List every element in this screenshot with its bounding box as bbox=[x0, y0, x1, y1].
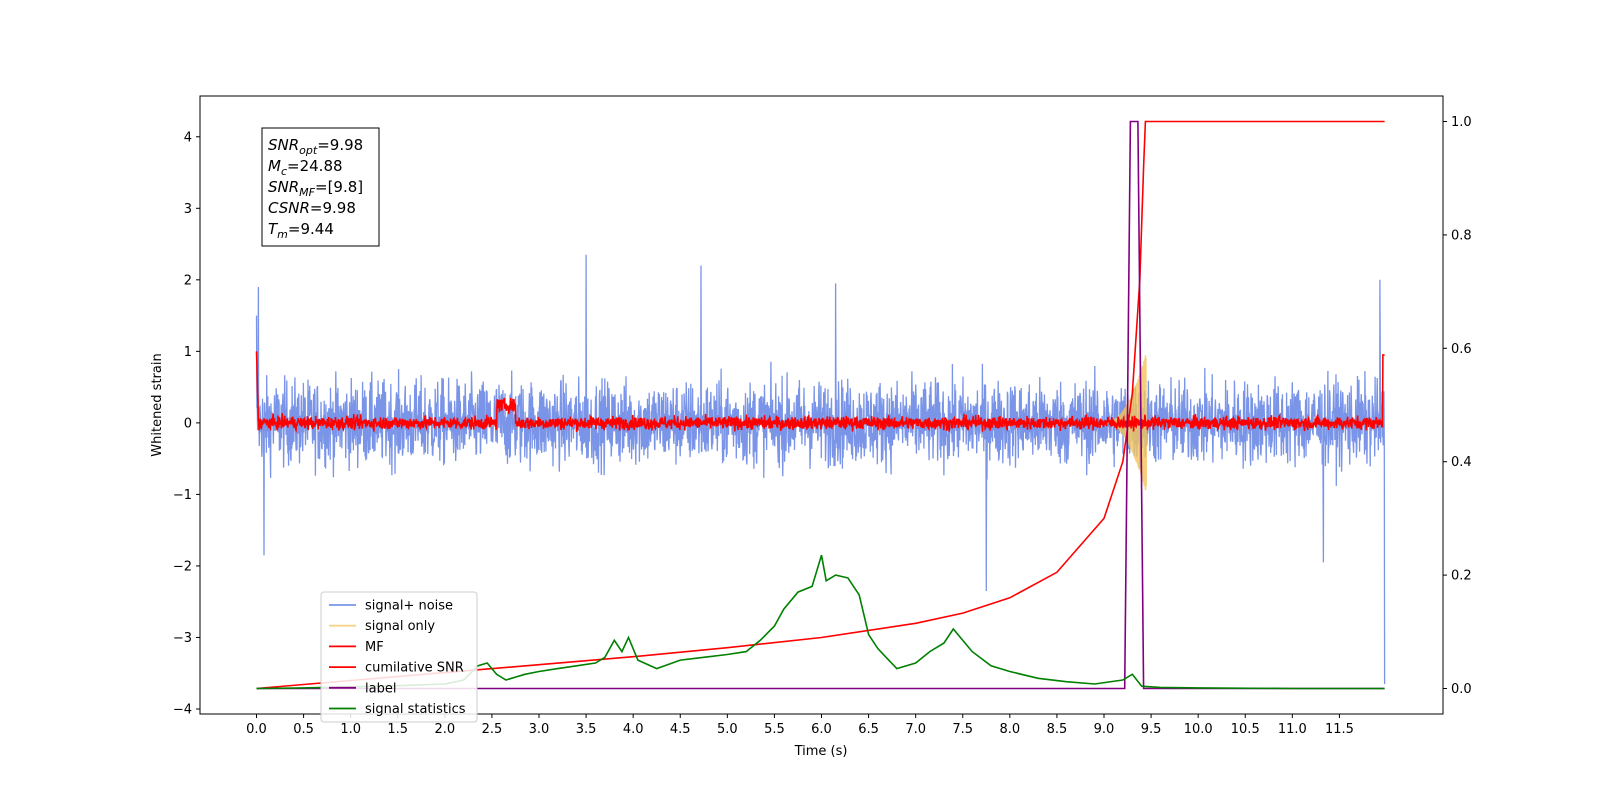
x-tick-label: 10.5 bbox=[1231, 722, 1260, 737]
x-tick-label: 4.5 bbox=[670, 722, 691, 737]
y-tick-label: −3 bbox=[173, 631, 192, 646]
info-line: CSNR=9.98 bbox=[268, 199, 356, 217]
y-tick-label: 4 bbox=[184, 130, 192, 145]
info-line: Mc=24.88 bbox=[268, 157, 343, 178]
y2-tick-label: 0.0 bbox=[1451, 682, 1472, 697]
x-tick-label: 11.5 bbox=[1325, 722, 1354, 737]
y2-tick-label: 0.4 bbox=[1451, 455, 1472, 470]
x-tick-label: 6.5 bbox=[858, 722, 879, 737]
x-tick-label: 1.5 bbox=[387, 722, 408, 737]
info-box-frame bbox=[261, 127, 380, 247]
x-tick-label: 7.0 bbox=[905, 722, 926, 737]
info-line: Tm=9.44 bbox=[268, 220, 334, 241]
x-tick-label: 0.5 bbox=[293, 722, 314, 737]
x-tick-label: 5.0 bbox=[717, 722, 738, 737]
x-tick-label: 2.0 bbox=[434, 722, 455, 737]
x-tick-label: 6.0 bbox=[811, 722, 832, 737]
legend-entry-label: signal statistics bbox=[365, 702, 466, 717]
x-tick-label: 8.0 bbox=[999, 722, 1020, 737]
x-axis-title: Time (s) bbox=[794, 744, 848, 759]
legend-entry-label: signal+ noise bbox=[365, 599, 453, 614]
x-tick-label: 3.0 bbox=[529, 722, 550, 737]
series-signal-statistics-line bbox=[256, 554, 1385, 690]
info-line: SNRMF=[9.8] bbox=[268, 178, 363, 199]
x-tick-label: 9.0 bbox=[1094, 722, 1115, 737]
x-tick-label: 11.0 bbox=[1278, 722, 1307, 737]
x-tick-label: 5.5 bbox=[764, 722, 785, 737]
series-layer bbox=[255, 120, 1386, 690]
legend-entry-label: MF bbox=[365, 640, 384, 655]
series-signal-plus-noise-line bbox=[255, 254, 1386, 685]
y-tick-label: 0 bbox=[184, 416, 192, 431]
y-tick-label: −4 bbox=[173, 702, 192, 717]
y2-tick-label: 0.6 bbox=[1451, 342, 1472, 357]
y2-tick-label: 0.2 bbox=[1451, 569, 1472, 584]
legend-entry-label: signal only bbox=[365, 619, 435, 634]
y2-tick-label: 1.0 bbox=[1451, 115, 1472, 130]
y-tick-label: 3 bbox=[184, 202, 192, 217]
info-line: SNRopt=9.98 bbox=[268, 136, 363, 157]
x-tick-label: 3.5 bbox=[576, 722, 597, 737]
x-tick-label: 8.5 bbox=[1047, 722, 1068, 737]
legend-entry-label: label bbox=[365, 681, 396, 696]
y-tick-label: −1 bbox=[173, 488, 192, 503]
x-tick-label: 4.0 bbox=[623, 722, 644, 737]
x-tick-label: 0.0 bbox=[246, 722, 267, 737]
y-axis-title: Whitened strain bbox=[150, 353, 165, 456]
y-tick-label: 1 bbox=[184, 345, 192, 360]
x-tick-label: 9.5 bbox=[1141, 722, 1162, 737]
y-tick-label: −2 bbox=[173, 559, 192, 574]
x-tick-label: 7.5 bbox=[952, 722, 973, 737]
x-tick-label: 10.0 bbox=[1184, 722, 1213, 737]
y2-tick-label: 0.8 bbox=[1451, 228, 1472, 243]
legend-entry-label: cumilative SNR bbox=[365, 661, 464, 676]
x-tick-label: 1.0 bbox=[340, 722, 361, 737]
y-tick-label: 2 bbox=[184, 273, 192, 288]
axes-layer: 0.0 0.5 1.0 1.5 2.0 2.5 3.0 3.5 4.0 4.5 5.0 5.5 6.0 6… bbox=[173, 115, 1472, 737]
legend: signal+ noise signal only MF cumilative SNR… bbox=[320, 591, 478, 723]
x-tick-label: 2.5 bbox=[482, 722, 503, 737]
legend-frame bbox=[320, 591, 478, 723]
series-cumilative-snr-line bbox=[256, 120, 1385, 690]
series-mf-line bbox=[255, 351, 1385, 434]
